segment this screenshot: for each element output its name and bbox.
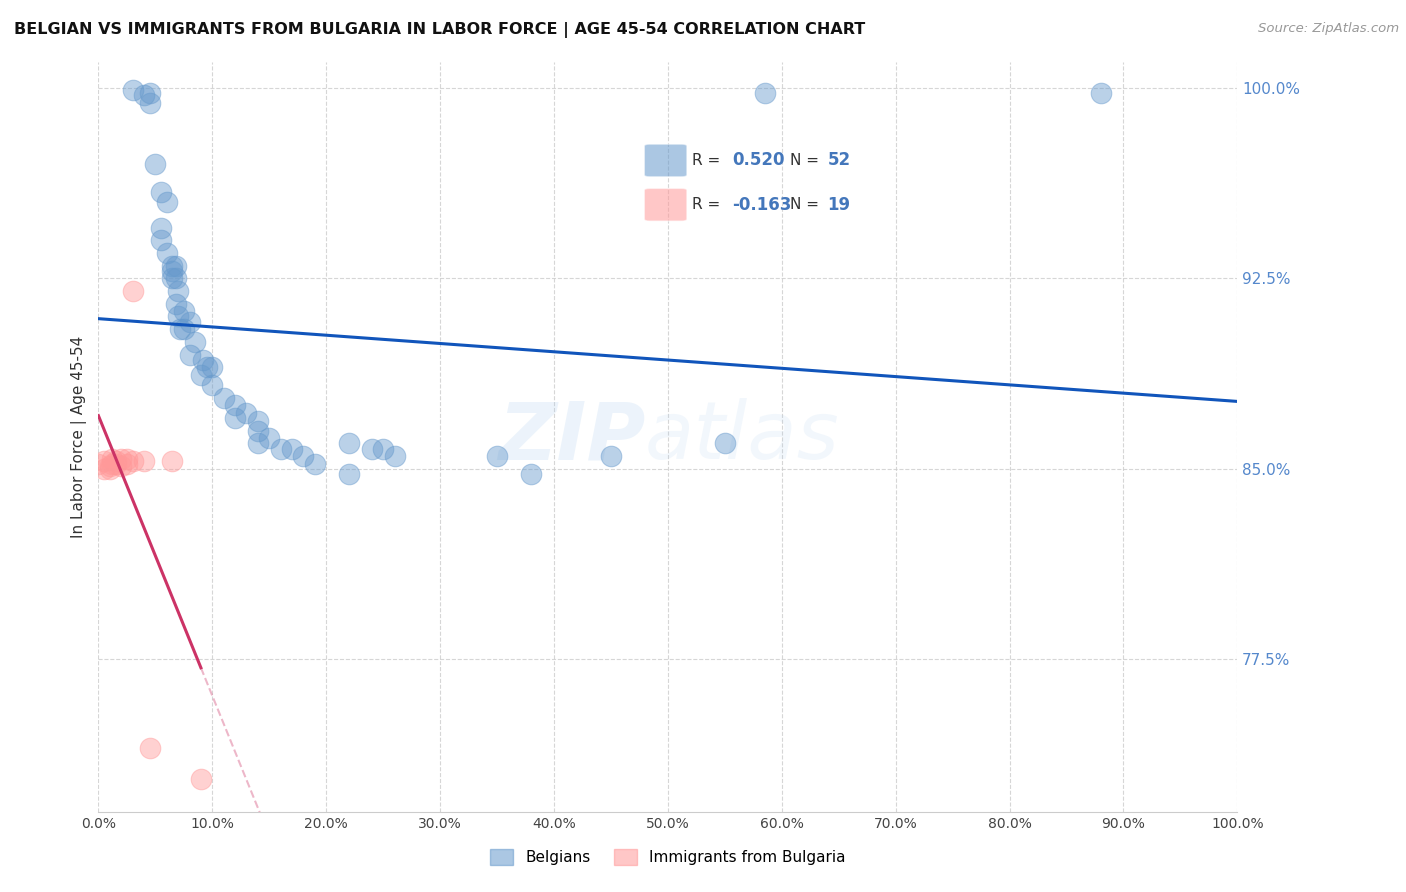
Text: BELGIAN VS IMMIGRANTS FROM BULGARIA IN LABOR FORCE | AGE 45-54 CORRELATION CHART: BELGIAN VS IMMIGRANTS FROM BULGARIA IN L…	[14, 22, 865, 38]
Point	[371, 442, 394, 456]
Point	[110, 459, 132, 474]
Point	[337, 467, 360, 481]
Point	[93, 462, 115, 476]
Point	[156, 246, 179, 260]
Point	[93, 454, 115, 468]
Point	[132, 88, 155, 103]
Point	[167, 310, 190, 324]
Point	[138, 741, 160, 756]
Point	[115, 451, 138, 466]
Point	[246, 424, 269, 438]
Point	[292, 449, 315, 463]
Point	[165, 271, 187, 285]
Point	[179, 314, 201, 328]
Point	[179, 347, 201, 361]
Text: Source: ZipAtlas.com: Source: ZipAtlas.com	[1258, 22, 1399, 36]
Point	[115, 457, 138, 471]
Point	[281, 442, 304, 456]
Point	[110, 451, 132, 466]
Text: 52: 52	[827, 152, 851, 169]
Point	[224, 398, 246, 412]
Point	[165, 259, 187, 273]
Point	[132, 454, 155, 468]
Text: 19: 19	[827, 195, 851, 214]
Point	[121, 284, 143, 298]
Point	[104, 454, 127, 468]
Point	[193, 352, 215, 367]
Point	[173, 304, 195, 318]
Point	[98, 459, 121, 474]
Point	[169, 322, 191, 336]
Point	[754, 86, 776, 100]
Point	[121, 454, 143, 468]
Point	[212, 391, 235, 405]
Point	[384, 449, 406, 463]
Point	[101, 457, 124, 471]
Point	[173, 322, 195, 336]
Point	[150, 185, 173, 199]
FancyBboxPatch shape	[644, 145, 688, 177]
FancyBboxPatch shape	[644, 188, 688, 221]
Point	[162, 454, 184, 468]
Point	[486, 449, 509, 463]
Text: 0.520: 0.520	[733, 152, 785, 169]
Point	[150, 220, 173, 235]
Text: -0.163: -0.163	[733, 195, 792, 214]
Point	[162, 271, 184, 285]
Point	[138, 96, 160, 111]
Point	[101, 451, 124, 466]
Text: R =: R =	[692, 197, 725, 212]
Point	[714, 436, 737, 450]
Point	[224, 411, 246, 425]
Point	[259, 431, 281, 445]
Text: ZIP: ZIP	[498, 398, 645, 476]
Point	[104, 457, 127, 471]
Point	[246, 413, 269, 427]
Text: N =: N =	[790, 197, 824, 212]
Point	[98, 462, 121, 476]
Point	[600, 449, 623, 463]
Point	[145, 157, 167, 171]
Text: R =: R =	[692, 153, 725, 168]
Point	[201, 378, 224, 392]
Y-axis label: In Labor Force | Age 45-54: In Labor Force | Age 45-54	[72, 336, 87, 538]
Point	[121, 83, 143, 97]
Point	[195, 360, 218, 375]
Legend: Belgians, Immigrants from Bulgaria: Belgians, Immigrants from Bulgaria	[484, 843, 852, 871]
Point	[270, 442, 292, 456]
Point	[150, 233, 173, 247]
Point	[156, 195, 179, 210]
Point	[246, 436, 269, 450]
Point	[162, 259, 184, 273]
Point	[87, 457, 110, 471]
Point	[184, 334, 207, 349]
Point	[1090, 86, 1112, 100]
Point	[360, 442, 382, 456]
Point	[165, 297, 187, 311]
Point	[337, 436, 360, 450]
Point	[235, 406, 257, 420]
Point	[304, 457, 326, 471]
Text: atlas: atlas	[645, 398, 839, 476]
Point	[162, 263, 184, 277]
Point	[138, 86, 160, 100]
Point	[201, 360, 224, 375]
Point	[167, 284, 190, 298]
Point	[190, 368, 212, 382]
Point	[520, 467, 543, 481]
Text: N =: N =	[790, 153, 824, 168]
Point	[190, 772, 212, 786]
